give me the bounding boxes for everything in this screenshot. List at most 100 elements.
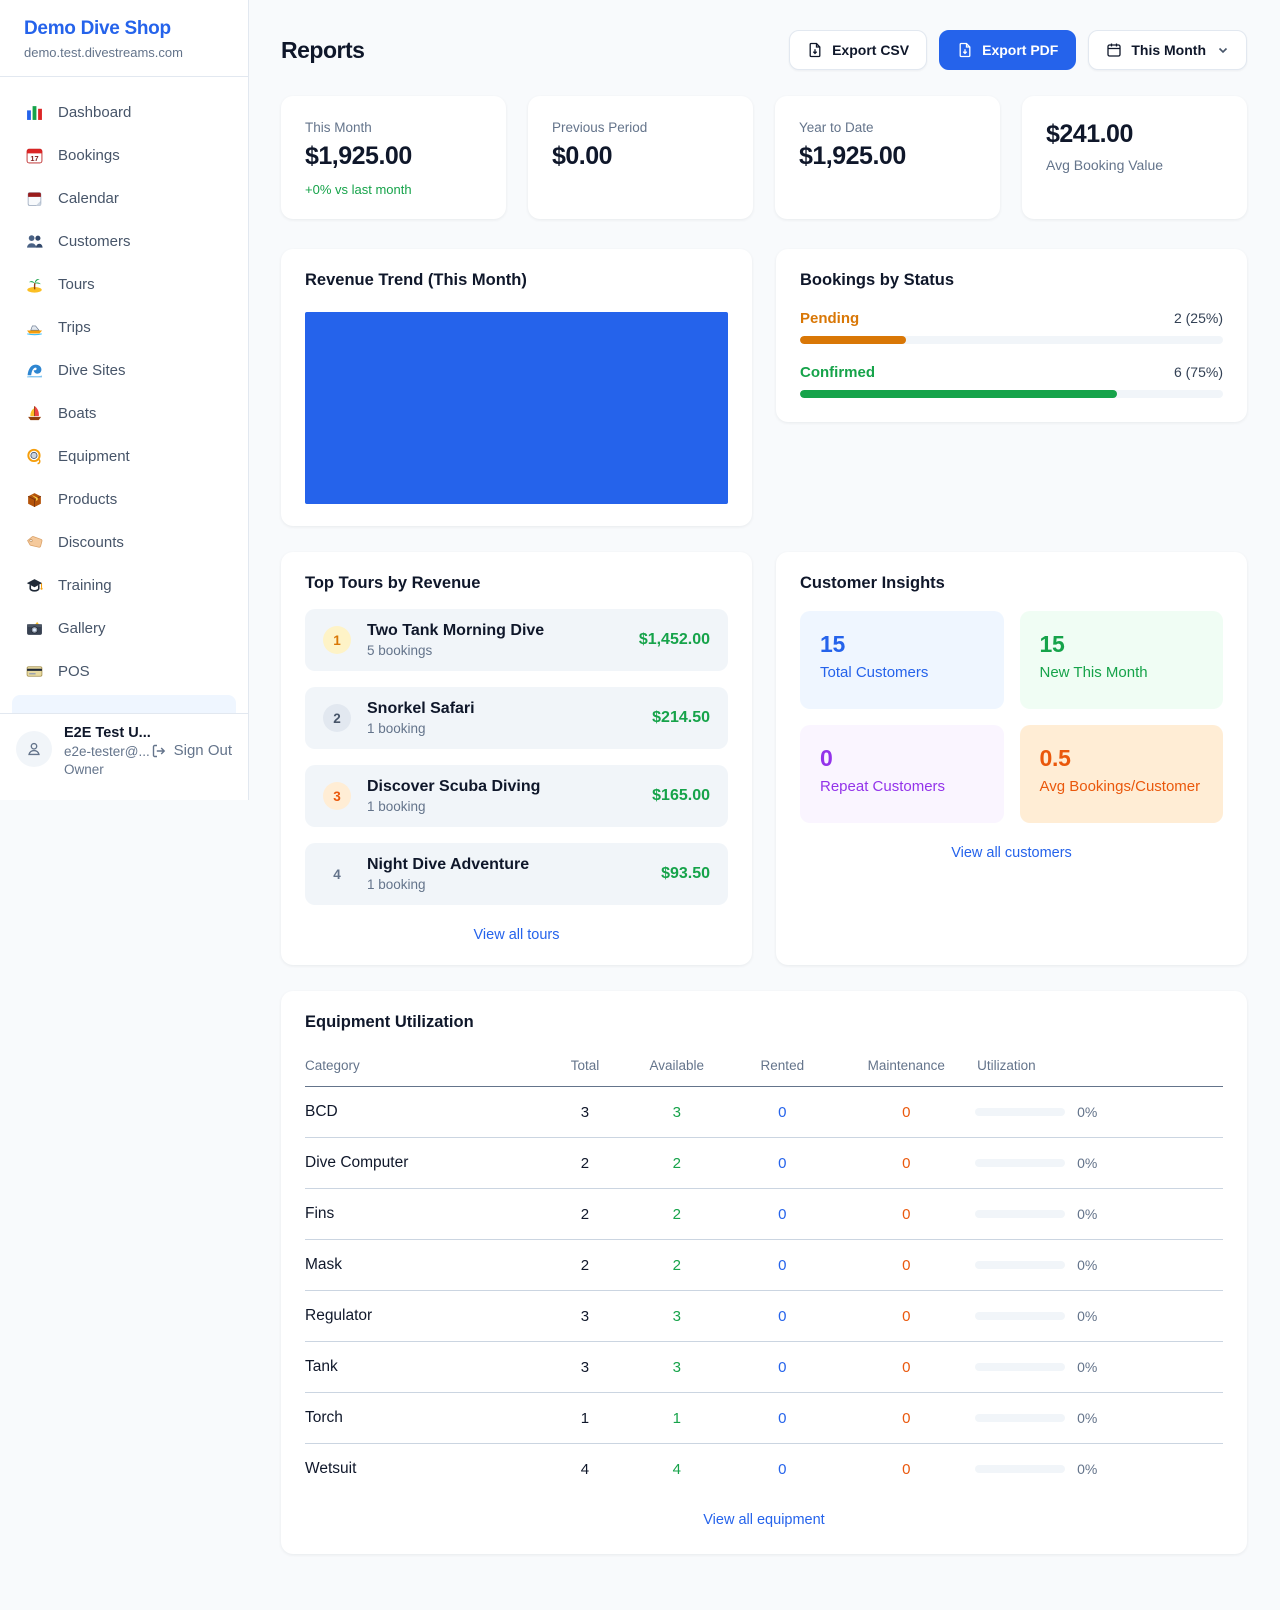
tag-icon [24,533,44,551]
status-count: 2 (25%) [1173,310,1223,326]
status-label: Pending [800,310,860,327]
sailboat-icon [24,404,44,422]
stat-card-previous-period: Previous Period $0.00 [528,96,753,219]
revenue-trend-card: Revenue Trend (This Month) [281,249,752,526]
sidebar-item-training[interactable]: Training [12,566,236,604]
delta-badge: +0% vs last month [305,182,412,197]
column-header: Utilization [975,1046,1223,1087]
brand-block[interactable]: Demo Dive Shop demo.test.divestreams.com [0,0,248,77]
insight-avg-bookings: 0.5 Avg Bookings/Customer [1019,725,1223,823]
tour-row: 1 Two Tank Morning Dive 5 bookings $1,45… [305,609,728,671]
insight-total-customers: 15 Total Customers [800,611,1004,709]
stat-card-avg-booking-value: $241.00 Avg Booking Value [1022,96,1247,219]
sidebar-item-calendar[interactable]: Calendar [12,179,236,217]
tour-row: 3 Discover Scuba Diving 1 booking $165.0… [305,765,728,827]
view-all-customers-link[interactable]: View all customers [951,845,1072,861]
page-title: Reports [281,36,365,63]
table-row: Torch 1 1 0 0 0% [305,1392,1223,1444]
bookings-by-status-title: Bookings by Status [800,271,955,289]
bar-chart-icon [24,103,44,121]
utilization-bar [975,1312,1066,1320]
sidebar-nav: Dashboard 17 Bookings Calendar Customers [0,77,248,733]
avatar [16,731,52,767]
customer-insights-title: Customer Insights [800,574,945,592]
user-name: E2E Test U... [64,725,151,741]
export-pdf-button[interactable]: Export PDF [939,30,1077,70]
island-icon [24,275,44,293]
utilization-bar [975,1414,1066,1422]
revenue-trend-title: Revenue Trend (This Month) [305,271,527,289]
sidebar-item-equipment[interactable]: Equipment [12,437,236,475]
sidebar-item-dive-sites[interactable]: Dive Sites [12,351,236,389]
tour-amount: $214.50 [652,709,710,726]
speedboat-icon [24,318,44,336]
status-row-confirmed: Confirmed 6 (75%) [800,364,1223,398]
export-csv-button[interactable]: Export CSV [789,30,928,70]
table-row: Wetsuit 4 4 0 0 0% [305,1460,1098,1478]
sidebar-user-footer: E2E Test U... e2e-tester@... Sign Out Ow… [0,713,248,800]
package-icon [24,490,44,508]
utilization-bar [975,1159,1066,1167]
insight-new-this-month: 15 New This Month [1019,611,1223,709]
user-role: Owner [64,762,104,777]
sidebar-item-dashboard[interactable]: Dashboard [12,93,236,131]
calendar-icon [1106,42,1122,58]
top-tours-card: Top Tours by Revenue 1 Two Tank Morning … [281,552,752,965]
tear-off-calendar-icon [24,189,44,207]
stat-card-this-month: This Month $1,925.00 +0% vs last month [281,96,506,219]
sign-out-icon [151,743,167,759]
rank-badge: 4 [333,866,341,882]
period-dropdown[interactable]: This Month [1088,30,1247,70]
tour-row: 4 Night Dive Adventure 1 booking $93.50 [305,843,728,905]
sidebar-item-trips[interactable]: Trips [12,308,236,346]
sidebar-item-boats[interactable]: Boats [12,394,236,432]
revenue-trend-chart [305,312,728,504]
progress-track [800,336,1223,344]
camera-icon [24,619,44,637]
status-label: Confirmed [800,364,875,381]
credit-card-icon [24,662,44,680]
table-row: Regulator 3 3 0 0 0% [305,1290,1223,1342]
rank-badge: 2 [323,704,351,732]
user-email: e2e-tester@... [64,744,150,759]
utilization-bar [975,1261,1066,1269]
progress-track [800,390,1223,398]
status-count: 6 (75%) [1173,364,1223,380]
sidebar-item-tours[interactable]: Tours [12,265,236,303]
sidebar-item-bookings[interactable]: 17 Bookings [12,136,236,174]
view-all-tours-link[interactable]: View all tours [473,927,560,943]
utilization-bar [975,1465,1066,1473]
column-header: Category [305,1046,544,1087]
sidebar-item-discounts[interactable]: Discounts [12,523,236,561]
column-header: Rented [727,1046,838,1087]
sidebar-item-gallery[interactable]: Gallery [12,609,236,647]
sidebar-item-products[interactable]: Products [12,480,236,518]
utilization-bar [975,1210,1066,1218]
column-header: Maintenance [837,1046,976,1087]
equipment-utilization-title: Equipment Utilization [305,1013,474,1031]
rank-badge: 3 [323,782,351,810]
svg-text:17: 17 [30,153,38,162]
main-content: Reports Export CSV Export PDF [249,0,1280,1590]
column-header: Total [543,1046,627,1087]
sidebar-item-customers[interactable]: Customers [12,222,236,260]
graduation-cap-icon [24,576,44,594]
view-all-equipment-link[interactable]: View all equipment [703,1512,825,1528]
column-header: Available [626,1046,728,1087]
rank-badge: 1 [323,626,351,654]
calendar-date-icon: 17 [24,146,44,164]
bookings-by-status-card: Bookings by Status Pending 2 (25%) Confi… [776,249,1247,422]
equipment-table: Category Total Available Rented Maintena… [305,1046,1223,1494]
sidebar-item-pos[interactable]: POS [12,652,236,690]
insight-repeat-customers: 0 Repeat Customers [800,725,1004,823]
progress-fill [800,390,1118,398]
top-tours-title: Top Tours by Revenue [305,574,481,592]
user-info: E2E Test U... e2e-tester@... Sign Out Ow… [64,725,232,792]
stat-card-year-to-date: Year to Date $1,925.00 [775,96,1000,219]
shop-name[interactable]: Demo Dive Shop [24,18,171,39]
diving-mask-icon [24,447,44,465]
tour-amount: $1,452.00 [638,631,710,648]
people-icon [24,232,44,250]
sign-out-button[interactable]: Sign Out [151,742,232,759]
equipment-utilization-card: Equipment Utilization Category Total Ava… [281,991,1247,1554]
